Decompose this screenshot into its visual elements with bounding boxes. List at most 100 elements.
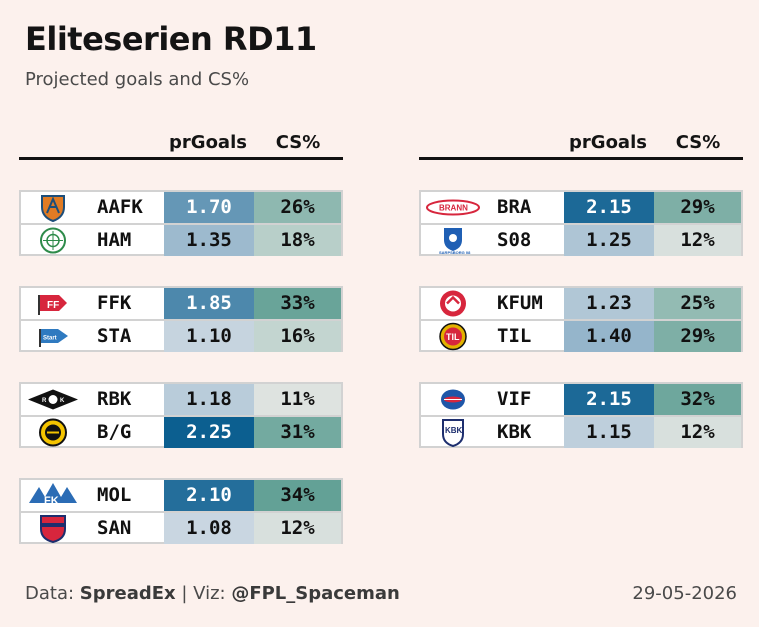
left-goals-header: prGoals xyxy=(169,132,247,153)
bg-crest-icon xyxy=(25,418,81,447)
table-row: HAM 1.35 18% xyxy=(21,223,341,256)
svg-text:TIL: TIL xyxy=(446,332,460,342)
ham-crest-icon xyxy=(25,226,81,255)
right-goals-header: prGoals xyxy=(569,132,647,153)
mol-crest-icon: FK xyxy=(25,481,81,510)
team-code: FFK xyxy=(97,292,132,314)
clean-sheet-cell: 25% xyxy=(654,288,741,319)
match-block: KFUM 1.23 25% TIL TIL 1.40 29% xyxy=(419,286,743,352)
team-code: S08 xyxy=(497,229,532,251)
projected-goals-cell: 1.08 xyxy=(164,513,254,544)
team-code: HAM xyxy=(97,229,132,251)
clean-sheet-cell: 34% xyxy=(254,480,341,511)
projected-goals-cell: 1.40 xyxy=(564,321,654,352)
left-header-rule xyxy=(19,157,343,160)
footer-data-source: SpreadEx xyxy=(79,583,176,604)
footer-date: 29-05-2026 xyxy=(632,583,737,604)
projected-goals-cell: 2.25 xyxy=(164,417,254,448)
chart-title: Eliteserien RD11 xyxy=(25,20,317,58)
match-block: VIF 2.15 32% KBK KBK 1.15 12% xyxy=(419,382,743,448)
team-code: RBK xyxy=(97,388,132,410)
til-crest-icon: TIL xyxy=(425,322,481,351)
projected-goals-cell: 1.70 xyxy=(164,192,254,223)
team-code: VIF xyxy=(497,388,532,410)
table-row: BRANN BRA 2.15 29% xyxy=(421,192,741,223)
table-row: TIL TIL 1.40 29% xyxy=(421,319,741,352)
match-block: FK MOL 2.10 34% SAN 1.08 12% xyxy=(19,478,343,544)
projected-goals-cell: 2.10 xyxy=(164,480,254,511)
footer-separator: | Viz: xyxy=(175,583,232,604)
chart-subtitle: Projected goals and CS% xyxy=(25,69,250,90)
team-code: TIL xyxy=(497,325,532,347)
team-code: STA xyxy=(97,325,132,347)
projected-goals-cell: 1.85 xyxy=(164,288,254,319)
bra-crest-icon: BRANN xyxy=(425,193,481,222)
team-code: MOL xyxy=(97,484,132,506)
clean-sheet-cell: 12% xyxy=(654,417,741,448)
right-header-rule xyxy=(419,157,743,160)
table-row: B/G 2.25 31% xyxy=(21,415,341,448)
footer-viz-author: @FPL_Spaceman xyxy=(231,583,400,604)
svg-text:FF: FF xyxy=(47,300,59,311)
clean-sheet-cell: 11% xyxy=(254,384,341,415)
table-row: VIF 2.15 32% xyxy=(421,384,741,415)
left-cs-header: CS% xyxy=(275,132,321,153)
team-code: SAN xyxy=(97,517,132,539)
footer-credits: Data: SpreadEx | Viz: @FPL_Spaceman xyxy=(25,583,400,604)
ffk-crest-icon: FF xyxy=(25,289,81,318)
svg-text:KBK: KBK xyxy=(445,426,463,435)
clean-sheet-cell: 33% xyxy=(254,288,341,319)
projected-goals-cell: 1.10 xyxy=(164,321,254,352)
projected-goals-cell: 1.35 xyxy=(164,225,254,256)
svg-text:Start: Start xyxy=(43,336,57,342)
clean-sheet-cell: 18% xyxy=(254,225,341,256)
table-row: Start STA 1.10 16% xyxy=(21,319,341,352)
s08-crest-icon: SARPSBORG 08 xyxy=(425,226,481,255)
clean-sheet-cell: 12% xyxy=(654,225,741,256)
team-code: KFUM xyxy=(497,292,543,314)
kbk-crest-icon: KBK xyxy=(425,418,481,447)
table-row: SAN 1.08 12% xyxy=(21,511,341,544)
table-row: KFUM 1.23 25% xyxy=(421,288,741,319)
san-crest-icon xyxy=(25,514,81,543)
svg-text:FK: FK xyxy=(44,495,59,507)
match-block: BRANN BRA 2.15 29% SARPSBORG 08 S08 1.25 12% xyxy=(419,190,743,256)
projected-goals-cell: 1.15 xyxy=(564,417,654,448)
table-row: FF FFK 1.85 33% xyxy=(21,288,341,319)
team-code: B/G xyxy=(97,421,132,443)
svg-text:K: K xyxy=(60,398,65,404)
aafk-crest-icon xyxy=(25,193,81,222)
table-row: R K RBK 1.18 11% xyxy=(21,384,341,415)
svg-text:SARPSBORG 08: SARPSBORG 08 xyxy=(439,250,471,255)
table-row: KBK KBK 1.15 12% xyxy=(421,415,741,448)
team-code: BRA xyxy=(497,196,532,218)
vif-crest-icon xyxy=(425,385,481,414)
match-block: AAFK 1.70 26% HAM 1.35 18% xyxy=(19,190,343,256)
clean-sheet-cell: 31% xyxy=(254,417,341,448)
sta-crest-icon: Start xyxy=(25,322,81,351)
table-row: AAFK 1.70 26% xyxy=(21,192,341,223)
footer-data-label: Data: xyxy=(25,583,80,604)
svg-text:BRANN: BRANN xyxy=(439,204,468,213)
projected-goals-cell: 1.25 xyxy=(564,225,654,256)
svg-text:R: R xyxy=(42,398,47,404)
match-block: FF FFK 1.85 33% Start STA 1.10 16% xyxy=(19,286,343,352)
match-block: R K RBK 1.18 11% B/G 2.25 31% xyxy=(19,382,343,448)
clean-sheet-cell: 29% xyxy=(654,321,741,352)
clean-sheet-cell: 26% xyxy=(254,192,341,223)
right-cs-header: CS% xyxy=(675,132,721,153)
table-row: FK MOL 2.10 34% xyxy=(21,480,341,511)
clean-sheet-cell: 16% xyxy=(254,321,341,352)
clean-sheet-cell: 29% xyxy=(654,192,741,223)
projected-goals-cell: 2.15 xyxy=(564,192,654,223)
kfum-crest-icon xyxy=(425,289,481,318)
clean-sheet-cell: 12% xyxy=(254,513,341,544)
team-code: AAFK xyxy=(97,196,143,218)
clean-sheet-cell: 32% xyxy=(654,384,741,415)
projected-goals-cell: 2.15 xyxy=(564,384,654,415)
table-row: SARPSBORG 08 S08 1.25 12% xyxy=(421,223,741,256)
projected-goals-cell: 1.23 xyxy=(564,288,654,319)
projected-goals-cell: 1.18 xyxy=(164,384,254,415)
team-code: KBK xyxy=(497,421,532,443)
